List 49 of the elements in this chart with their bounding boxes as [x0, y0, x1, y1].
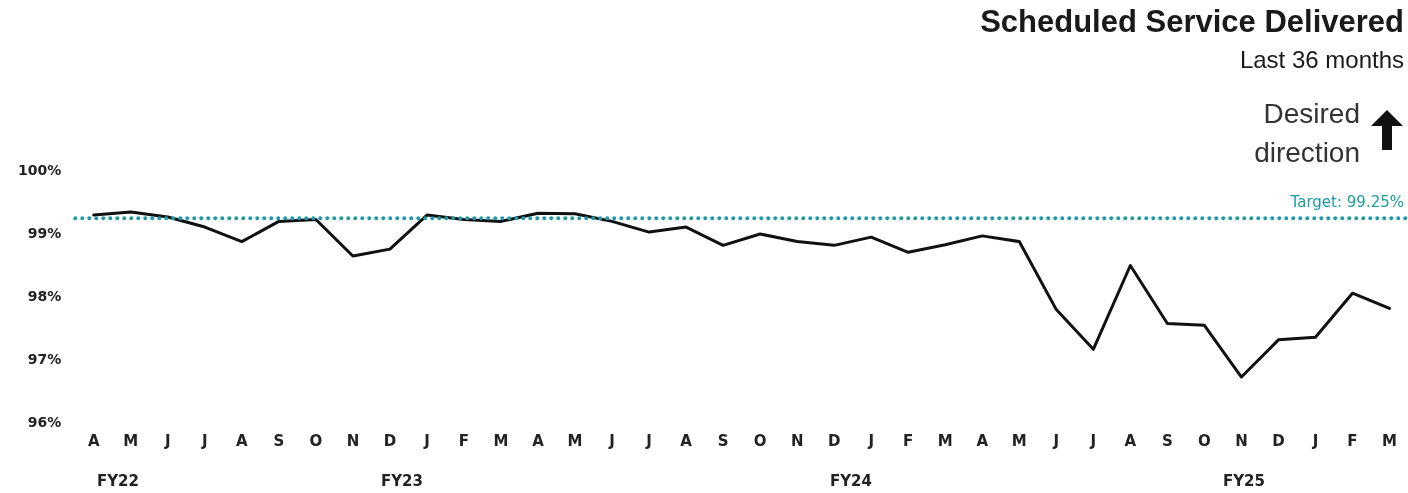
text: Desired direction [1254, 97, 1360, 170]
x-tick-label: J [1089, 431, 1097, 450]
x-tick-label: M [1011, 431, 1027, 450]
y-tick-label: 96% [27, 413, 62, 430]
x-tick-label: O [753, 431, 767, 450]
x-tick-label: J [867, 431, 874, 450]
x-tick-label: A [1124, 431, 1137, 450]
x-tick-label: D [1272, 431, 1285, 450]
x-tick-label: D [383, 431, 397, 450]
x-tick-label: S [717, 431, 729, 450]
text: FY24 [830, 472, 872, 490]
x-tick-label: A [87, 431, 100, 450]
x-tick-label: M [937, 431, 953, 450]
x-tick-label: F [1347, 431, 1358, 450]
x-tick-label: A [976, 431, 989, 450]
chart-subtitle: Last 36 months [1239, 46, 1404, 74]
x-tick-label: M [493, 431, 509, 450]
x-tick-label: D [827, 431, 841, 450]
x-tick-label: M [123, 431, 139, 450]
x-tick-label: M [1382, 431, 1397, 450]
x-tick-label: J [1311, 431, 1319, 450]
x-tick-label: A [236, 431, 249, 450]
x-tick-label: F [903, 431, 914, 450]
x-tick-label: J [164, 431, 171, 450]
ref-line-label: Target: 99.25% [1289, 192, 1404, 211]
y-tick-label: 97% [27, 350, 62, 367]
y-tick-label: 99% [27, 224, 62, 241]
y-tick-label: 98% [27, 287, 62, 304]
x-tick-label: F [458, 431, 470, 450]
text: FY22 [97, 472, 139, 490]
x-tick-label: A [532, 431, 545, 450]
x-tick-label: O [1198, 431, 1211, 450]
chart-title: Scheduled Service Delivered [980, 4, 1404, 40]
x-tick-label: N [1235, 431, 1248, 450]
x-tick-label: J [201, 431, 208, 450]
x-tick-label: J [423, 431, 430, 450]
x-tick-label: M [567, 431, 583, 450]
text: FY25 [1223, 472, 1265, 490]
x-tick-label: J [608, 431, 615, 450]
x-tick-label: O [309, 431, 323, 450]
x-tick-label: N [790, 431, 804, 450]
y-tick-label: 100% [17, 161, 62, 178]
x-tick-label: S [273, 431, 285, 450]
x-tick-label: J [645, 431, 652, 450]
text: FY23 [381, 472, 423, 490]
x-tick-label: N [346, 431, 360, 450]
x-tick-label: A [680, 431, 693, 450]
x-tick-label: S [1161, 431, 1173, 450]
x-tick-label: J [1052, 431, 1060, 450]
